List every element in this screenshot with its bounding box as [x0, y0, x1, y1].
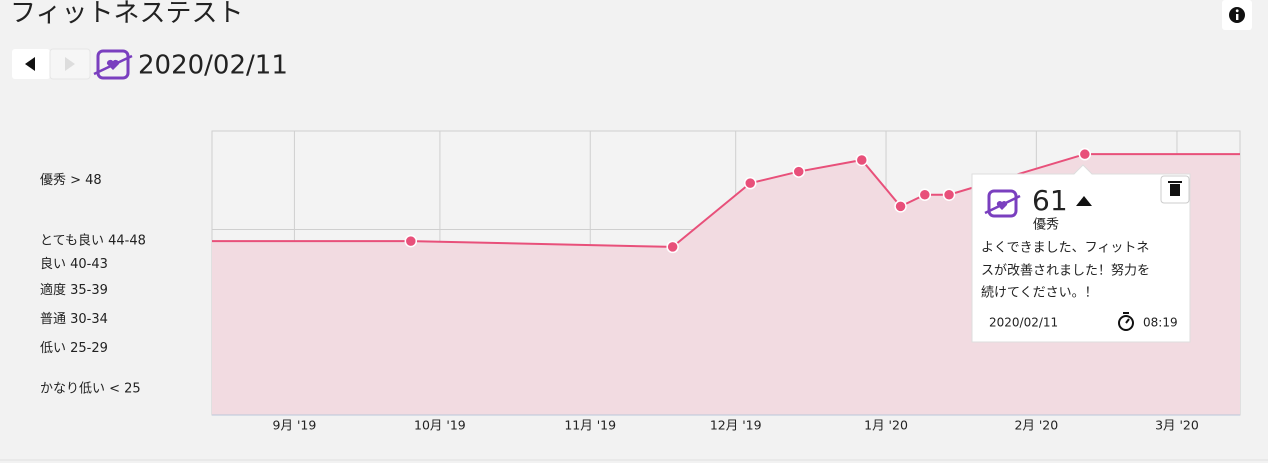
- band-label: 優秀 > 48: [40, 173, 102, 188]
- data-point: [404, 234, 418, 248]
- info-button[interactable]: [1222, 0, 1252, 30]
- next-button[interactable]: [49, 48, 91, 80]
- x-tick-label: 11月 '19: [564, 418, 616, 433]
- tooltip-message-line: スが改善されました！努力を: [981, 263, 1150, 279]
- data-point: [918, 188, 932, 202]
- band-label: かなり低い < 25: [40, 381, 141, 396]
- trend-up-icon: [1076, 196, 1092, 206]
- x-tick-label: 3月 '20: [1155, 418, 1199, 433]
- data-point: [666, 240, 679, 254]
- band-label: 適度 35-39: [40, 282, 108, 298]
- band-label: とても良い 44-48: [40, 233, 146, 249]
- data-point: [792, 165, 805, 178]
- x-tick-label: 10月 '19: [414, 418, 466, 433]
- prev-button[interactable]: [12, 49, 50, 79]
- band-label: 普通 30-34: [40, 312, 108, 327]
- data-point: [743, 176, 757, 190]
- band-label: 良い 40-43: [40, 256, 108, 272]
- x-tick-label: 12月 '19: [710, 418, 762, 433]
- x-tick-label: 1月 '20: [864, 418, 908, 433]
- tooltip-rating: 優秀: [1033, 218, 1059, 233]
- tooltip-icon: [984, 189, 1021, 218]
- tooltip-score: 61: [1032, 184, 1068, 217]
- tooltip: 61 優秀 よくできました、フィットネ スが改善されました！努力を 続けてくださ…: [971, 164, 1191, 343]
- header-date: 2020/02/11: [138, 51, 288, 81]
- x-tick-label: 2月 '20: [1014, 418, 1058, 433]
- data-point: [942, 188, 956, 202]
- stopwatch-icon: [1118, 312, 1134, 331]
- x-tick-label: 9月 '19: [273, 418, 317, 433]
- data-point: [894, 200, 907, 213]
- tooltip-date: 2020/02/11: [989, 316, 1058, 330]
- band-label: 低い 25-29: [40, 341, 108, 356]
- tooltip-time: 08:19: [1143, 316, 1178, 330]
- page-title: フィットネステスト: [10, 0, 243, 29]
- tooltip-message-line: 続けてください。！: [981, 286, 1098, 301]
- data-point: [855, 153, 869, 167]
- line-extension: [212, 153, 1240, 243]
- tooltip-message-line: よくできました、フィットネ: [981, 241, 1149, 256]
- delete-button[interactable]: [1160, 175, 1190, 204]
- fitness-icon: [93, 49, 133, 80]
- data-point: [1078, 147, 1092, 161]
